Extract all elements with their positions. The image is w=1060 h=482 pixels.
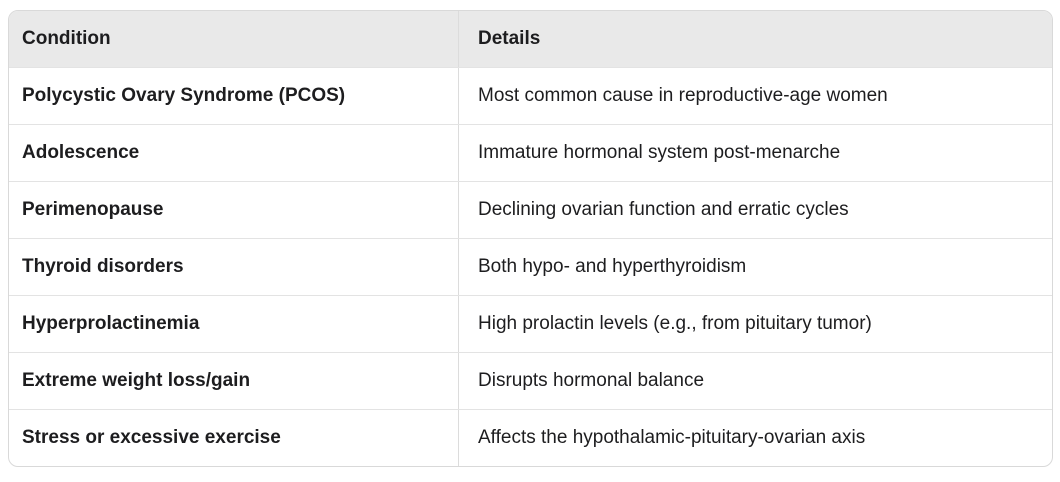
details-cell: Affects the hypothalamic-pituitary-ovari… <box>478 426 866 448</box>
table-header-row: Condition Details <box>9 11 1052 67</box>
condition-cell: Thyroid disorders <box>9 239 459 295</box>
condition-cell: Stress or excessive exercise <box>9 410 459 466</box>
table-row: Hyperprolactinemia High prolactin levels… <box>9 295 1052 352</box>
details-cell: Most common cause in reproductive-age wo… <box>478 84 888 106</box>
table-row: Polycystic Ovary Syndrome (PCOS) Most co… <box>9 67 1052 124</box>
details-cell: Disrupts hormonal balance <box>478 369 705 391</box>
condition-cell: Adolescence <box>9 125 459 181</box>
condition-cell: Hyperprolactinemia <box>9 296 459 352</box>
details-cell: High prolactin levels (e.g., from pituit… <box>478 312 872 334</box>
table-row: Extreme weight loss/gain Disrupts hormon… <box>9 352 1052 409</box>
table-row: Perimenopause Declining ovarian function… <box>9 181 1052 238</box>
condition-cell: Perimenopause <box>9 182 459 238</box>
table-row: Stress or excessive exercise Affects the… <box>9 409 1052 466</box>
column-header-condition: Condition <box>9 11 459 67</box>
condition-cell: Extreme weight loss/gain <box>9 353 459 409</box>
table-row: Thyroid disorders Both hypo- and hyperth… <box>9 238 1052 295</box>
condition-cell: Polycystic Ovary Syndrome (PCOS) <box>9 68 459 124</box>
table-row: Adolescence Immature hormonal system pos… <box>9 124 1052 181</box>
details-cell: Both hypo- and hyperthyroidism <box>478 255 747 277</box>
details-cell: Declining ovarian function and erratic c… <box>478 198 849 220</box>
conditions-table: Condition Details Polycystic Ovary Syndr… <box>8 10 1053 467</box>
column-header-details: Details <box>478 27 541 49</box>
details-cell: Immature hormonal system post-menarche <box>478 141 841 163</box>
